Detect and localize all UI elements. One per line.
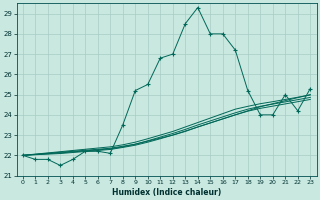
X-axis label: Humidex (Indice chaleur): Humidex (Indice chaleur) [112,188,221,197]
